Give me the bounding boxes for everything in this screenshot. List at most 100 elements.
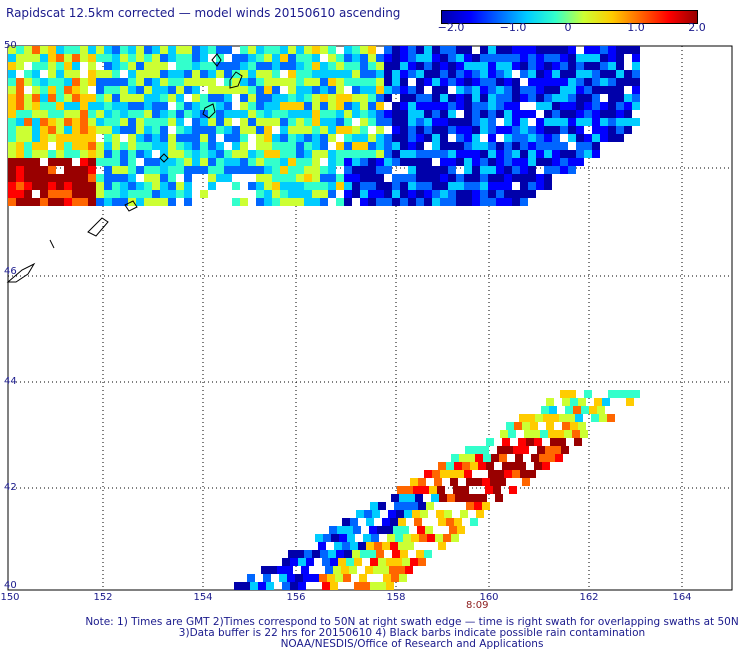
wind-cell (144, 174, 152, 182)
wind-cell (368, 550, 376, 558)
wind-cell (471, 494, 479, 502)
wind-cell (592, 46, 600, 54)
wind-cell (56, 62, 64, 70)
wind-cell (335, 574, 343, 582)
wind-cell (272, 142, 280, 150)
wind-cell (448, 166, 456, 174)
wind-cell (424, 158, 432, 166)
wind-cell (184, 166, 192, 174)
wind-cell (160, 102, 168, 110)
wind-cell (464, 102, 472, 110)
wind-cell (592, 78, 600, 86)
wind-cell (408, 166, 416, 174)
wind-cell (40, 198, 48, 206)
wind-cell (402, 558, 410, 566)
wind-cell (370, 558, 378, 566)
wind-cell (296, 550, 304, 558)
wind-cell (272, 174, 280, 182)
wind-cell (544, 46, 552, 54)
wind-cell (328, 94, 336, 102)
wind-cell (144, 150, 152, 158)
wind-cell (384, 70, 392, 78)
wind-cell (216, 110, 224, 118)
wind-cell (448, 158, 456, 166)
wind-cell (24, 150, 32, 158)
wind-cell (288, 54, 296, 62)
wind-cell (224, 86, 232, 94)
wind-cell (616, 54, 624, 62)
wind-cell (296, 174, 304, 182)
wind-cell (512, 198, 520, 206)
wind-cell (285, 566, 293, 574)
wind-cell (368, 118, 376, 126)
wind-cell (496, 62, 504, 70)
wind-cell (456, 78, 464, 86)
wind-cell (592, 70, 600, 78)
wind-cell (8, 70, 16, 78)
wind-cell (48, 182, 56, 190)
wind-cell (449, 526, 457, 534)
wind-cell (318, 542, 326, 550)
wind-cell (560, 54, 568, 62)
wind-cell (112, 142, 120, 150)
wind-cell (565, 406, 573, 414)
wind-cell (432, 54, 440, 62)
wind-cell (120, 78, 128, 86)
wind-cell (168, 118, 176, 126)
wind-cell (264, 150, 272, 158)
wind-cell (369, 526, 377, 534)
wind-cell (463, 494, 471, 502)
wind-cell (264, 198, 272, 206)
wind-cell (8, 46, 16, 54)
wind-cell (216, 158, 224, 166)
wind-cell (592, 150, 600, 158)
wind-cell (572, 430, 580, 438)
wind-cell (168, 174, 176, 182)
wind-cell (482, 502, 490, 510)
wind-cell (136, 142, 144, 150)
wind-cell (592, 118, 600, 126)
wind-cell (480, 158, 488, 166)
wind-cell (480, 62, 488, 70)
wind-cell (280, 110, 288, 118)
wind-cell (363, 534, 371, 542)
wind-cell (384, 166, 392, 174)
wind-cell (464, 134, 472, 142)
wind-cell (624, 102, 632, 110)
wind-cell (576, 134, 584, 142)
wind-cell (256, 150, 264, 158)
wind-cell (176, 70, 184, 78)
wind-cell (344, 110, 352, 118)
wind-cell (144, 110, 152, 118)
wind-cell (616, 78, 624, 86)
wind-cell (496, 46, 504, 54)
wind-cell (16, 46, 24, 54)
wind-cell (514, 422, 522, 430)
wind-cell (464, 470, 472, 478)
wind-cell (451, 454, 459, 462)
wind-cell (424, 94, 432, 102)
wind-cell (382, 542, 390, 550)
wind-cell (144, 182, 152, 190)
wind-cell (384, 86, 392, 94)
wind-cell (248, 126, 256, 134)
wind-cell (392, 198, 400, 206)
wind-cell (488, 102, 496, 110)
wind-cell (48, 46, 56, 54)
wind-cell (240, 158, 248, 166)
wind-cell (339, 534, 347, 542)
wind-cell (168, 46, 176, 54)
wind-cell (176, 86, 184, 94)
wind-cell (306, 558, 314, 566)
wind-cell (112, 102, 120, 110)
wind-cell (144, 78, 152, 86)
wind-cell (184, 78, 192, 86)
wind-cell (296, 142, 304, 150)
wind-cell (232, 150, 240, 158)
wind-cell (496, 150, 504, 158)
wind-cell (64, 190, 72, 198)
wind-cell (360, 126, 368, 134)
wind-cell (24, 94, 32, 102)
wind-cell (333, 566, 341, 574)
wind-cell (424, 126, 432, 134)
